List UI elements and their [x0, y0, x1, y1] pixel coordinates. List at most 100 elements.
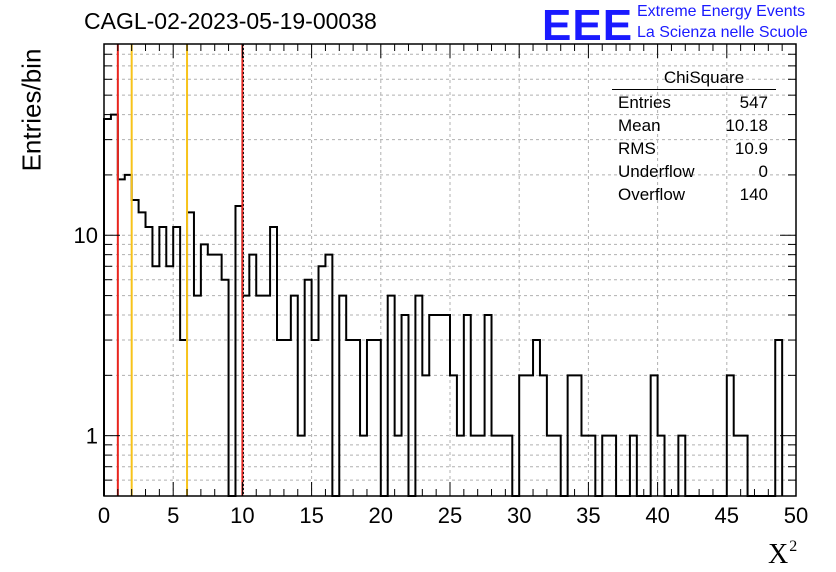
- histogram-bin: [450, 375, 457, 496]
- histogram-bin: [319, 266, 326, 496]
- histogram-bin: [139, 212, 146, 496]
- histogram-bin: [429, 315, 436, 496]
- histogram-bin: [540, 375, 547, 496]
- x-tick-label: 45: [715, 503, 739, 528]
- y-tick-label: 10: [74, 223, 98, 248]
- histogram-bin: [471, 436, 478, 496]
- stats-row-overflow: Overflow 140: [612, 183, 776, 206]
- x-axis-label: X2: [768, 538, 798, 570]
- histogram-bin: [602, 436, 609, 496]
- histogram-bin: [554, 436, 561, 496]
- histogram-bin: [291, 296, 298, 496]
- histogram-bin: [346, 340, 353, 496]
- histogram-bin: [436, 315, 443, 496]
- tick-labels: 0 5 10 15 20 25 30 35 40 45 50 1 10: [74, 223, 809, 528]
- histogram-bin: [152, 266, 159, 496]
- x-tick-label: 15: [299, 503, 323, 528]
- histogram-bin: [284, 340, 291, 496]
- histogram-bin: [305, 280, 312, 496]
- histogram-bin: [533, 340, 540, 496]
- stats-row-rms: RMS 10.9: [612, 137, 776, 160]
- histogram-bin: [146, 227, 153, 496]
- histogram-bin: [498, 436, 505, 496]
- x-tick-label: 0: [98, 503, 110, 528]
- stats-label: RMS: [618, 139, 656, 158]
- stats-value: 140: [739, 185, 768, 204]
- histogram-bin: [367, 340, 374, 496]
- eee-logo: EEE: [542, 1, 634, 50]
- org-name-line2: La Scienza nelle Scuole: [637, 24, 808, 41]
- x-tick-label: 40: [645, 503, 669, 528]
- histogram-bin: [727, 375, 734, 496]
- histogram-bin: [741, 436, 748, 496]
- histogram-bin: [575, 375, 582, 496]
- axes: [103, 43, 797, 497]
- histogram-bin: [422, 375, 429, 496]
- stats-title: ChiSquare: [663, 68, 745, 87]
- x-tick-label: 35: [576, 503, 600, 528]
- histogram-bin: [485, 315, 492, 496]
- histogram-bin: [388, 296, 395, 496]
- histogram-bin: [443, 315, 450, 496]
- stats-label: Entries: [618, 93, 671, 112]
- histogram-bin: [222, 280, 229, 496]
- histogram-bin: [104, 119, 111, 496]
- histogram-bin: [180, 340, 187, 496]
- chart-title: CAGL-02-2023-05-19-00038: [84, 8, 377, 34]
- histogram-bin: [201, 244, 208, 496]
- histogram-bin: [208, 255, 215, 496]
- histogram-bin: [132, 200, 139, 496]
- histogram-bin: [353, 340, 360, 496]
- histogram-bin: [194, 296, 201, 496]
- histogram-bin: [492, 436, 499, 496]
- histogram-bin: [263, 296, 270, 496]
- stats-row-underflow: Underflow 0: [612, 160, 776, 183]
- histogram-bin: [173, 227, 180, 496]
- histogram-bin: [277, 340, 284, 496]
- histogram-bin: [235, 206, 242, 496]
- histogram-bin: [256, 296, 263, 496]
- histogram-bin: [402, 315, 409, 496]
- histogram-bin: [125, 175, 132, 496]
- histogram-bin: [588, 436, 595, 496]
- stats-label: Overflow: [618, 185, 686, 204]
- stats-label: Mean: [618, 116, 661, 135]
- histogram-bin: [215, 255, 222, 496]
- histogram-bin: [312, 340, 319, 496]
- stats-value: 0: [758, 162, 768, 181]
- histogram-bin: [166, 266, 173, 496]
- stats-value: 10.18: [725, 116, 768, 135]
- histogram-bin: [526, 375, 533, 496]
- histogram-bin: [678, 436, 685, 496]
- x-tick-label: 30: [507, 503, 531, 528]
- stats-row-mean: Mean 10.18: [612, 114, 776, 137]
- histogram-bin: [187, 212, 194, 496]
- x-tick-label: 50: [784, 503, 808, 528]
- histogram-bin: [298, 436, 305, 496]
- stats-divider: [612, 89, 776, 90]
- histogram-bin: [734, 436, 741, 496]
- histogram-bin: [339, 296, 346, 496]
- histogram-bin: [547, 436, 554, 496]
- histogram-bin: [505, 436, 512, 496]
- histogram-bin: [478, 436, 485, 496]
- stats-label: Underflow: [618, 162, 695, 181]
- histogram-bin: [374, 340, 381, 496]
- histogram-bin: [457, 436, 464, 496]
- stats-box: ChiSquare Entries 547 Mean 10.18 RMS 10.9 U…: [612, 68, 776, 206]
- org-name-line1: Extreme Energy Events: [637, 3, 806, 20]
- x-tick-label: 20: [369, 503, 393, 528]
- histogram-bin: [464, 315, 471, 496]
- histogram-bin: [395, 436, 402, 496]
- x-tick-label: 25: [438, 503, 462, 528]
- stats-value: 547: [739, 93, 768, 112]
- histogram-bin: [111, 115, 118, 496]
- threshold-lines: [116, 44, 244, 496]
- histogram-bin: [360, 436, 367, 496]
- histogram-bin: [325, 255, 332, 496]
- histogram-bin: [609, 436, 616, 496]
- histogram-bin: [118, 179, 125, 496]
- histogram-bin: [270, 227, 277, 496]
- x-tick-label: 5: [167, 503, 179, 528]
- stats-value: 10.9: [734, 139, 768, 158]
